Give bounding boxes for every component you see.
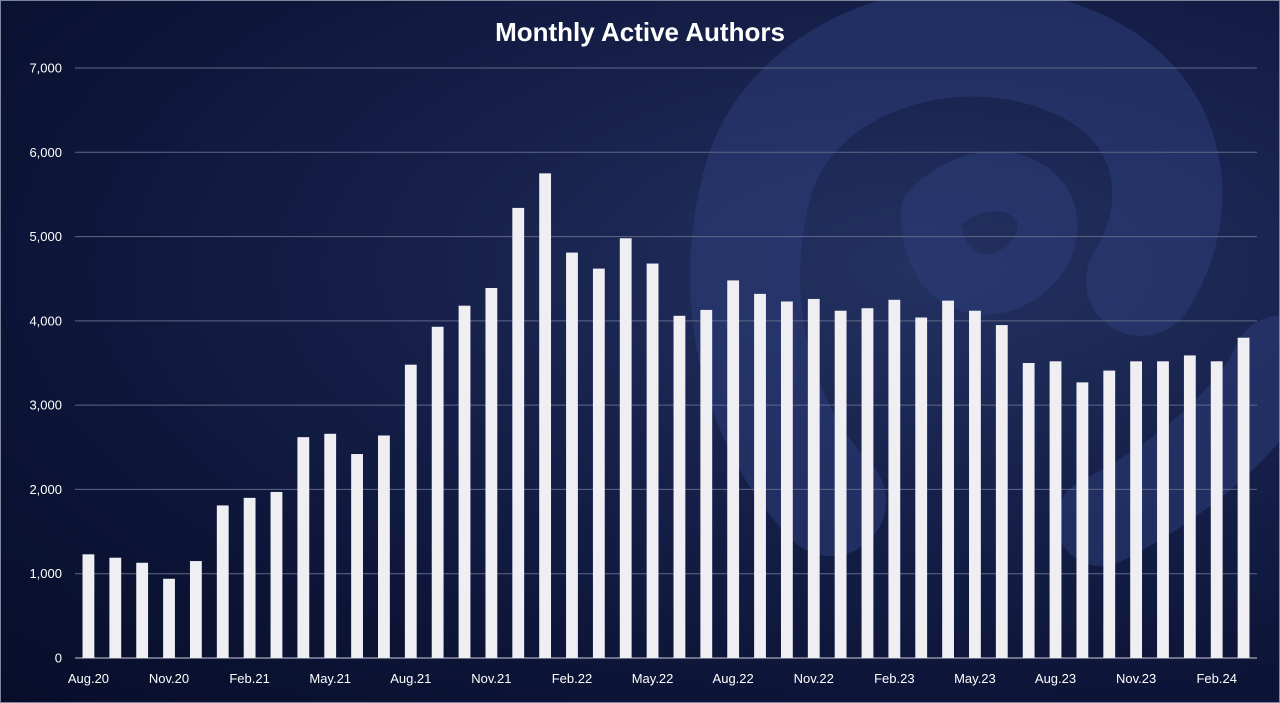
bar: [807, 298, 820, 658]
y-tick-label: 2,000: [29, 482, 62, 497]
bar: [1183, 355, 1196, 658]
bar: [1022, 363, 1035, 658]
x-tick-label: May.21: [309, 671, 351, 686]
x-tick-label: Nov.23: [1116, 671, 1156, 686]
y-tick-label: 5,000: [29, 229, 62, 244]
bar: [1210, 361, 1223, 658]
x-tick-label: May.23: [954, 671, 996, 686]
bar: [942, 300, 954, 658]
y-axis-labels: 0 1,000 2,000 3,000 4,000 5,000 6,000 7,000: [29, 61, 62, 666]
y-tick-label: 1,000: [29, 566, 62, 581]
x-tick-label: Nov.20: [149, 671, 189, 686]
bar: [270, 491, 283, 658]
chart-title: Monthly Active Authors: [495, 17, 785, 47]
y-tick-label: 6,000: [29, 145, 62, 160]
bar: [888, 299, 901, 658]
bar: [592, 268, 605, 658]
y-tick-label: 4,000: [29, 313, 62, 328]
x-tick-label: Feb.23: [874, 671, 914, 686]
bar: [351, 454, 363, 658]
bar: [1076, 382, 1089, 658]
x-tick-label: Feb.21: [229, 671, 269, 686]
x-tick-label: Feb.22: [552, 671, 592, 686]
bar: [1157, 361, 1169, 658]
bar: [619, 238, 632, 658]
bar: [566, 252, 578, 659]
bar: [727, 280, 740, 658]
x-tick-label: Nov.22: [794, 671, 834, 686]
x-axis-labels: Aug.20 Nov.20 Feb.21 May.21 Aug.21 Nov.21 Feb.…: [68, 671, 1237, 686]
bar: [297, 437, 310, 658]
x-tick-label: Feb.24: [1196, 671, 1236, 686]
bar: [404, 364, 417, 658]
bar: [109, 557, 122, 658]
bar: [673, 315, 686, 658]
bar: [136, 562, 149, 658]
bar: [995, 325, 1008, 658]
x-tick-label: Aug.23: [1035, 671, 1076, 686]
bar: [512, 207, 525, 658]
bar: [780, 301, 793, 658]
x-tick-label: Nov.21: [471, 671, 511, 686]
bar: [378, 435, 390, 658]
bar: [861, 308, 874, 658]
bar: [431, 326, 444, 658]
x-tick-label: Aug.20: [68, 671, 109, 686]
bar: [646, 263, 659, 658]
bar: [834, 310, 847, 658]
bar: [915, 317, 928, 658]
bar: [163, 578, 175, 658]
bar: [1103, 370, 1116, 658]
bar: [458, 305, 471, 658]
bar: [539, 173, 552, 658]
y-tick-label: 3,000: [29, 398, 62, 413]
x-tick-label: May.22: [632, 671, 674, 686]
bar: [324, 433, 337, 658]
bars: [82, 173, 1250, 659]
bar: [969, 310, 981, 658]
bar: [1237, 337, 1250, 658]
bar: [1130, 361, 1143, 658]
bar: [485, 287, 498, 658]
bar: [243, 497, 256, 658]
bar: [700, 309, 713, 658]
bar: [1049, 361, 1062, 658]
x-tick-label: Aug.22: [713, 671, 754, 686]
bar: [189, 561, 202, 658]
y-tick-label: 7,000: [29, 61, 62, 76]
bar: [216, 505, 229, 658]
bar: [82, 554, 95, 658]
y-tick-label: 0: [55, 651, 62, 666]
x-tick-label: Aug.21: [390, 671, 431, 686]
bar: [754, 293, 766, 658]
